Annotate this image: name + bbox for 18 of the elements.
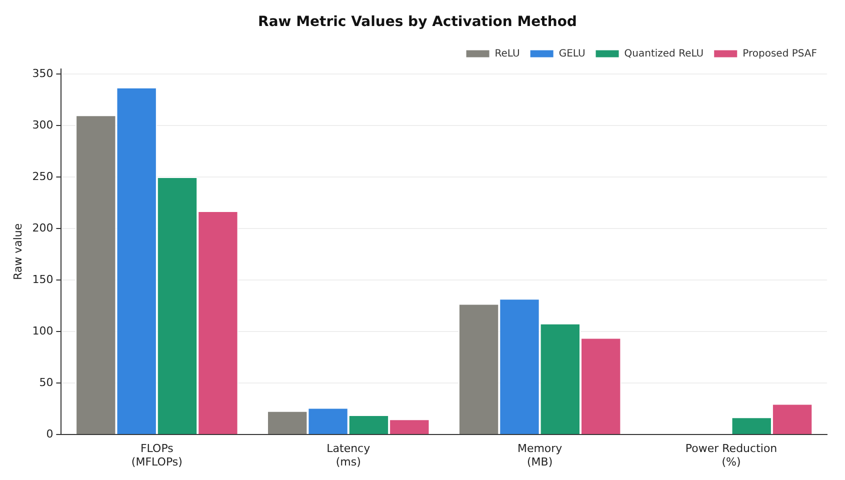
y-tick-label: 50 bbox=[39, 376, 54, 389]
x-tick-label: Memory (MB) bbox=[517, 442, 563, 468]
chart-title: Raw Metric Values by Activation Method bbox=[258, 14, 577, 30]
legend-label: GELU bbox=[558, 48, 586, 60]
legend-label: ReLU bbox=[494, 48, 520, 60]
y-tick-label: 250 bbox=[32, 170, 54, 183]
legend-label: Proposed PSAF bbox=[742, 48, 818, 60]
y-tick-label: 300 bbox=[32, 118, 54, 132]
x-tick-label: Latency (ms) bbox=[326, 442, 371, 468]
y-tick-label: 150 bbox=[32, 272, 54, 286]
x-tick-label: Power Reduction (%) bbox=[685, 442, 778, 468]
x-tick-label: FLOPs (MFLOPs) bbox=[131, 442, 182, 468]
y-tick-label: 200 bbox=[32, 221, 54, 234]
y-axis-title: Raw value bbox=[11, 223, 24, 280]
y-tick-label: 0 bbox=[46, 427, 54, 440]
y-tick-label: 350 bbox=[32, 66, 54, 80]
y-tick-label: 100 bbox=[32, 324, 54, 338]
legend-label: Quantized ReLU bbox=[624, 48, 704, 60]
